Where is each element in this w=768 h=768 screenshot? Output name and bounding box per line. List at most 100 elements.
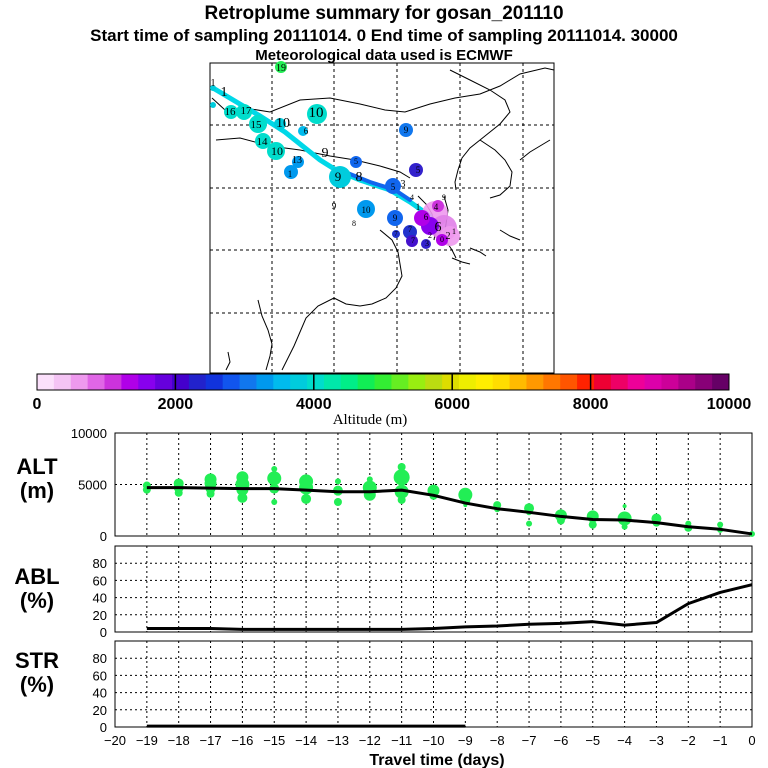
colorbar-cell xyxy=(222,374,241,390)
colorbar-cell xyxy=(256,374,274,390)
abl-line xyxy=(146,583,753,631)
colorbar-cell xyxy=(138,374,156,390)
colorbar-cell xyxy=(492,374,511,390)
colorbar-cell xyxy=(627,374,646,390)
x-tick: −11 xyxy=(391,733,412,748)
colorbar-cell xyxy=(121,374,139,390)
str-y-tick: 80 xyxy=(93,651,107,666)
cluster-label: 19 xyxy=(276,63,286,74)
colorbar-cell xyxy=(290,374,308,390)
str-y-tick: 60 xyxy=(93,668,107,683)
colorbar-cell xyxy=(408,374,426,390)
colorbar-cell xyxy=(425,374,443,390)
alt-scatter-point xyxy=(617,511,632,526)
cluster-label: 10 xyxy=(271,144,283,158)
cluster-marker xyxy=(399,123,413,137)
x-tick-labels: −20 −19 −18 −17 −16 −15 −14 −13 −12 −11 −10 −9 −8 −7−… xyxy=(104,733,756,748)
alt-scatter-point xyxy=(206,489,215,498)
cluster-label: 5 xyxy=(391,182,396,192)
x-tick: −16 xyxy=(231,733,253,748)
cluster-label: 8 xyxy=(352,219,356,228)
alt-scatter-point xyxy=(271,499,278,506)
alt-scatter-point xyxy=(267,471,282,486)
alt-scatter-point xyxy=(299,480,314,495)
cluster-label: 1 xyxy=(288,169,293,179)
cluster-marker xyxy=(307,104,327,124)
cluster-marker xyxy=(436,234,448,246)
colorbar-cell xyxy=(87,374,106,390)
cluster-marker xyxy=(421,239,431,249)
alt-scatter-point xyxy=(334,478,341,485)
colorbar-cell xyxy=(442,374,460,390)
chart-title: Retroplume summary for gosan_201110 xyxy=(204,3,564,24)
cluster-marker xyxy=(409,163,423,177)
map-frame xyxy=(209,62,555,374)
abl-label-unit: (%) xyxy=(19,588,55,613)
alt-y-tick: 5000 xyxy=(78,478,107,493)
cluster-label: 1 xyxy=(416,202,421,212)
colorbar-cell xyxy=(104,374,122,390)
cluster-marker xyxy=(350,156,362,168)
abl-label-title: ABL xyxy=(14,564,60,589)
colorbar-cell xyxy=(70,374,89,390)
abl-label: ABL (%) xyxy=(6,565,68,613)
cluster-label: 1 xyxy=(452,227,456,236)
cluster-marker xyxy=(275,61,287,73)
alt-scatter-point xyxy=(556,516,565,525)
cluster-label: 3 xyxy=(425,239,429,248)
cluster-marker xyxy=(329,166,351,188)
alt-label-unit: (m) xyxy=(19,478,55,503)
cluster-marker xyxy=(387,210,403,226)
str-label-title: STR xyxy=(15,648,59,673)
colorbar-tick: 6000 xyxy=(434,396,470,413)
x-tick: 0 xyxy=(748,733,755,748)
colorbar: 0 2000 4000 6000 8000 10000 Altitude (m) xyxy=(33,373,752,428)
cluster-marker xyxy=(210,102,216,108)
colorbar-cell xyxy=(374,374,392,390)
colorbar-cell xyxy=(593,374,612,390)
alt-scatter-point xyxy=(397,462,406,471)
x-tick: −7 xyxy=(522,733,537,748)
x-tick: −5 xyxy=(585,733,600,748)
alt-scatter-point xyxy=(717,521,724,528)
x-tick: −17 xyxy=(200,733,222,748)
colorbar-cell xyxy=(560,374,578,390)
colorbar-cell xyxy=(610,374,629,390)
colorbar-cell xyxy=(307,374,325,390)
x-tick: −8 xyxy=(490,733,505,748)
cluster-label: 15 xyxy=(251,119,263,131)
colorbar-tick: 10000 xyxy=(707,396,752,413)
colorbar-frame xyxy=(36,373,730,391)
str-panel-frame xyxy=(114,640,753,728)
cluster-label: 4 xyxy=(434,202,439,212)
abl-y-tick: 40 xyxy=(93,591,107,606)
colorbar-cell xyxy=(239,374,257,390)
x-tick: −2 xyxy=(681,733,696,748)
cluster-marker xyxy=(298,126,308,136)
plume-track-lower xyxy=(338,168,412,202)
x-tick: −15 xyxy=(263,733,285,748)
colorbar-cell xyxy=(340,374,359,390)
cluster-label: 5 xyxy=(416,165,421,175)
str-label-unit: (%) xyxy=(19,672,55,697)
cluster-label: 10 xyxy=(362,205,372,215)
cluster-label: 7 xyxy=(411,236,415,245)
cluster-label: 9 xyxy=(404,125,409,135)
abl-y-tick: 0 xyxy=(100,625,107,640)
colorbar-cell xyxy=(53,374,72,390)
cluster-label: 9 xyxy=(322,146,329,161)
cluster-label: 14 xyxy=(257,136,269,148)
abl-y-tick: 80 xyxy=(93,556,107,571)
cluster-marker xyxy=(432,200,444,212)
str-y-tick: 0 xyxy=(100,720,107,735)
cluster-label: 6 xyxy=(424,212,429,222)
colorbar-cell xyxy=(205,374,224,390)
colorbar-cell xyxy=(543,374,561,390)
cluster-label: 7 xyxy=(408,225,412,234)
cluster-label: 2 xyxy=(428,231,432,240)
x-tick: −4 xyxy=(617,733,632,748)
cluster-label: 9 xyxy=(335,169,342,184)
colorbar-cell xyxy=(526,374,544,390)
meteo-source: Meteorological data used is ECMWF xyxy=(255,47,513,64)
alt-scatter-point xyxy=(333,498,342,507)
